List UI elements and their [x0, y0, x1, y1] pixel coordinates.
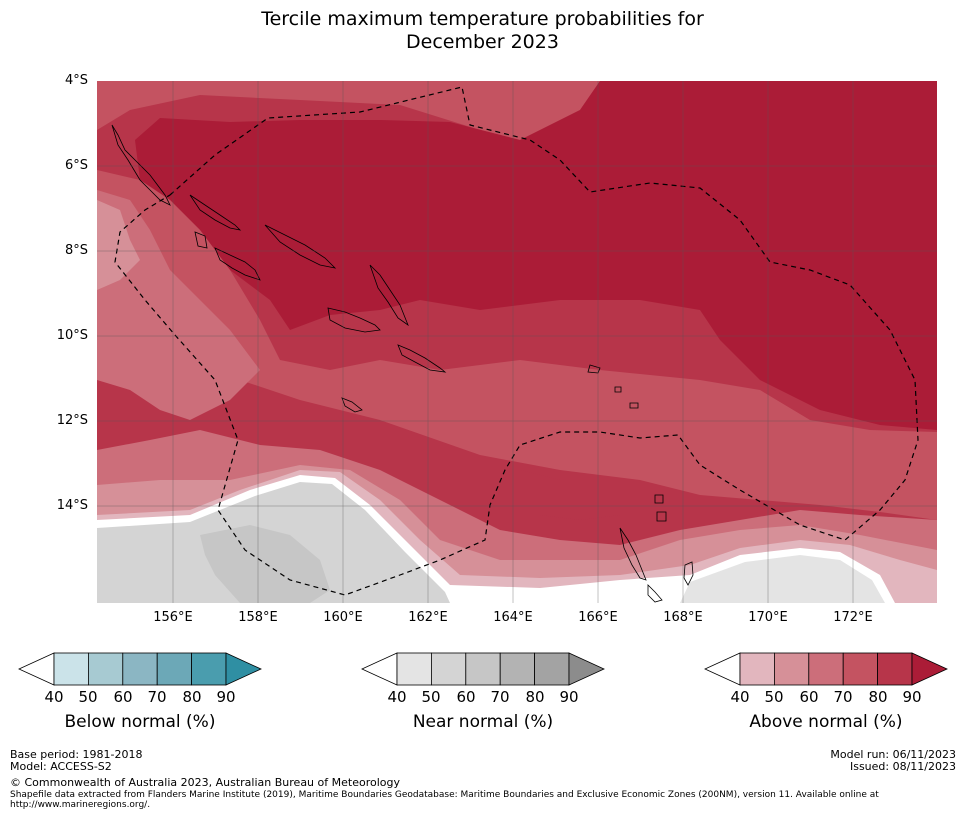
- lon-label-158e: 158°E: [238, 610, 278, 625]
- above-tick-70: 70: [833, 688, 853, 706]
- below-tick-80: 80: [182, 688, 202, 706]
- above-50-west: [97, 200, 140, 290]
- below-tick-60: 60: [113, 688, 133, 706]
- below-swatch-40: [53, 652, 89, 686]
- lon-label-162e: 162°E: [408, 610, 448, 625]
- lon-label-164e: 164°E: [493, 610, 533, 625]
- near-tick-40: 40: [387, 688, 407, 706]
- near-swatch-50: [430, 652, 467, 686]
- model-name: Model: ACCESS-S2: [10, 760, 112, 773]
- map-fields: [97, 81, 937, 603]
- chart-title: Tercile maximum temperature probabilitie…: [0, 8, 965, 54]
- lat-label-6s: 6°S: [64, 158, 88, 173]
- base-period: Base period: 1981-2018: [10, 748, 143, 761]
- below-over-triangle: [225, 652, 262, 686]
- near-40-region: [680, 555, 885, 603]
- above-swatch-80: [877, 652, 913, 686]
- near-tick-50: 50: [421, 688, 441, 706]
- near-swatch-60: [465, 652, 501, 686]
- above-60-west: [97, 190, 260, 420]
- above-80-pocket: [520, 470, 620, 520]
- above-swatch-50: [774, 652, 810, 686]
- near-swatch-70: [499, 652, 536, 686]
- lon-label-172e: 172°E: [833, 610, 873, 625]
- below-swatch-60: [122, 652, 158, 686]
- near-tick-70: 70: [490, 688, 510, 706]
- near-under-triangle: [361, 652, 398, 686]
- near-swatch-80: [534, 652, 570, 686]
- below-tick-70: 70: [147, 688, 167, 706]
- below-tick-40: 40: [44, 688, 64, 706]
- title-line-1: Tercile maximum temperature probabilitie…: [261, 8, 704, 30]
- above-tick-80: 80: [868, 688, 888, 706]
- gridlines: [97, 81, 937, 603]
- title-line-2: December 2023: [406, 31, 559, 53]
- near-tick-80: 80: [525, 688, 545, 706]
- near-over-triangle: [568, 652, 605, 686]
- lat-label-4s: 4°S: [64, 73, 88, 88]
- below-normal-label: Below normal (%): [64, 712, 216, 732]
- below-under-triangle: [18, 652, 55, 686]
- eez-boundary: [114, 86, 919, 596]
- coastlines: [111, 124, 694, 603]
- above-tick-60: 60: [799, 688, 819, 706]
- lat-label-10s: 10°S: [56, 328, 88, 343]
- lon-label-166e: 166°E: [578, 610, 618, 625]
- near-tick-60: 60: [456, 688, 476, 706]
- near-tick-90: 90: [559, 688, 579, 706]
- below-swatch-80: [191, 652, 227, 686]
- near-normal-label: Near normal (%): [412, 712, 554, 732]
- lat-label-12s: 12°S: [56, 413, 88, 428]
- below-swatch-70: [156, 652, 192, 686]
- above-90-region: [135, 81, 937, 430]
- above-tick-40: 40: [730, 688, 750, 706]
- shapefile-credit: Shapefile data extracted from Flanders M…: [10, 790, 879, 810]
- lat-label-14s: 14°S: [56, 498, 88, 513]
- above-under-triangle: [704, 652, 741, 686]
- above-tick-50: 50: [764, 688, 784, 706]
- lat-label-8s: 8°S: [64, 243, 88, 258]
- model-run: Model run: 06/11/2023: [830, 748, 956, 761]
- above-over-triangle: [911, 652, 948, 686]
- above-tick-90: 90: [902, 688, 922, 706]
- above-normal-label: Above normal (%): [749, 712, 903, 732]
- issued-date: Issued: 08/11/2023: [849, 760, 956, 773]
- lon-label-156e: 156°E: [153, 610, 193, 625]
- above-swatch-60: [808, 652, 844, 686]
- near-swatch-40: [396, 652, 432, 686]
- above-swatch-70: [842, 652, 879, 686]
- copyright: © Commonwealth of Australia 2023, Austra…: [10, 776, 400, 789]
- below-tick-90: 90: [216, 688, 236, 706]
- lon-label-170e: 170°E: [748, 610, 788, 625]
- below-tick-50: 50: [78, 688, 98, 706]
- above-70-band: [97, 170, 937, 520]
- colorbars: [18, 652, 948, 686]
- lon-label-160e: 160°E: [323, 610, 363, 625]
- lon-label-168e: 168°E: [663, 610, 703, 625]
- above-70-north-region: [97, 81, 600, 140]
- below-swatch-50: [88, 652, 124, 686]
- above-swatch-40: [739, 652, 775, 686]
